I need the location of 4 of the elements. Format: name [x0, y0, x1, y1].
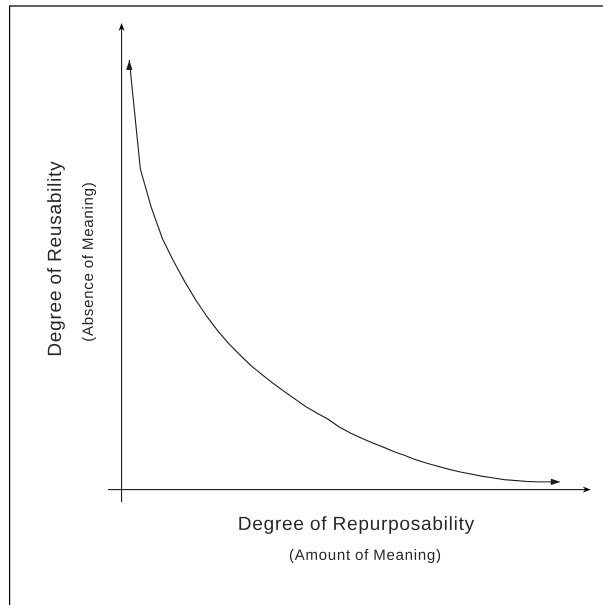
y-axis-title: Degree of Reusability [47, 161, 65, 356]
text: (Amount of Meaning) [290, 549, 440, 563]
text: (Absence of Meaning) [82, 183, 96, 341]
x-axis-title: Degree of Repurposability [239, 516, 474, 534]
